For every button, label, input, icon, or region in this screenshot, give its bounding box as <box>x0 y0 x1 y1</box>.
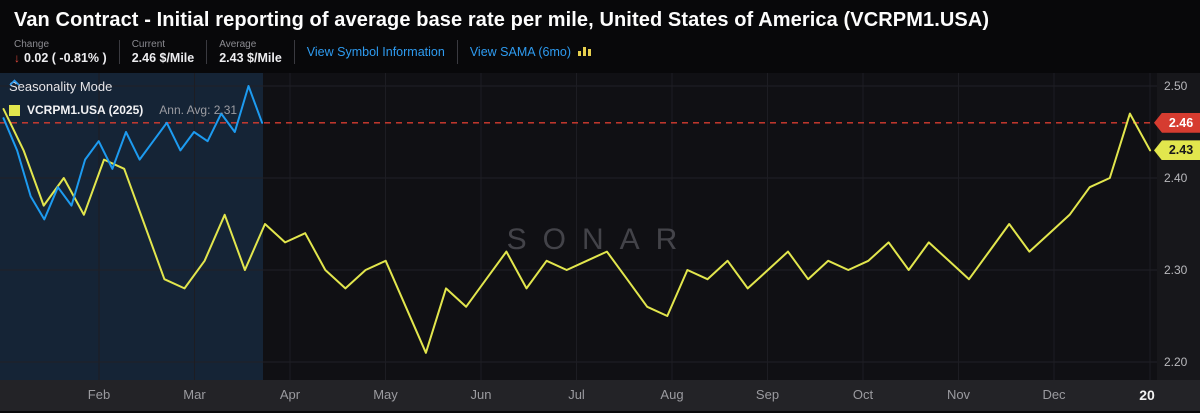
chart-header: Van Contract - Initial reporting of aver… <box>0 0 1200 67</box>
x-axis-label: 20 <box>1139 387 1155 403</box>
chart-area: Seasonality Mode VCRPM1.USA (2025) Ann. … <box>0 73 1200 411</box>
x-axis: Feb Mar Apr May Jun Jul Aug Sep Oct Nov Dec 20 <box>0 380 1200 411</box>
seasonality-mode-label: Seasonality Mode <box>9 79 113 94</box>
down-arrow-icon: ↓ <box>14 51 20 65</box>
separator <box>206 40 208 64</box>
average-value-text: 2.43 $/Mile <box>219 51 282 65</box>
x-axis-label: Aug <box>660 387 684 402</box>
x-axis-label: Jul <box>568 387 585 402</box>
stats-row: Change ↓ 0.02 ( -0.81% ) Current 2.46 $/… <box>14 37 1186 67</box>
x-axis-label: Oct <box>852 387 874 402</box>
legend-series-label: VCRPM1.USA (2025) <box>27 103 144 117</box>
seasonality-mode-toggle[interactable]: Seasonality Mode <box>9 79 120 94</box>
series-swatch <box>9 104 20 116</box>
y-axis-label: 2.50 <box>1164 79 1188 93</box>
y-axis-label: 2.20 <box>1164 355 1188 369</box>
x-axis-label: Dec <box>1042 387 1066 402</box>
current-value-text: 2.46 $/Mile <box>131 51 195 65</box>
x-axis-label: Sep <box>755 387 780 402</box>
change-value-text: 0.02 ( -0.81% ) <box>24 51 107 65</box>
page-title: Van Contract - Initial reporting of aver… <box>14 9 990 31</box>
y-axis-label: 2.30 <box>1164 263 1188 277</box>
stat-average: Average 2.43 $/Mile <box>219 39 282 65</box>
x-axis-label: Mar <box>183 387 206 402</box>
separator <box>456 40 458 64</box>
legend-item[interactable]: VCRPM1.USA (2025) Ann. Avg: 2.31 <box>9 103 237 117</box>
view-sama-link[interactable]: View SAMA (6mo) <box>470 44 592 60</box>
x-axis-label: Jun <box>470 387 492 402</box>
sama-chart-icon <box>577 44 592 60</box>
average-label: Average <box>219 39 257 50</box>
current-label: Current <box>131 39 166 50</box>
y-axis-label: 2.40 <box>1164 171 1188 185</box>
average-price-tag: 2.43 <box>1154 140 1200 161</box>
x-axis-label: Apr <box>279 387 301 402</box>
sonar-watermark: SONAR <box>506 223 694 256</box>
separator <box>118 40 120 64</box>
x-axis-label: Feb <box>87 387 111 402</box>
change-value: ↓ 0.02 ( -0.81% ) <box>14 51 107 65</box>
x-axis-label: May <box>373 387 398 402</box>
view-sama-link-label: View SAMA (6mo) <box>469 45 572 59</box>
stat-change: Change ↓ 0.02 ( -0.81% ) <box>14 39 107 65</box>
current-price-tag: 2.46 <box>1154 112 1200 133</box>
separator <box>293 40 295 64</box>
view-symbol-information-link[interactable]: View Symbol Information <box>306 45 445 59</box>
x-axis-label: Nov <box>946 387 971 402</box>
series-line-seasonal <box>2 108 1152 354</box>
change-label: Change <box>14 39 50 50</box>
series-line-current <box>2 85 264 221</box>
stat-current: Current 2.46 $/Mile <box>132 39 195 65</box>
chart-canvas[interactable]: Seasonality Mode VCRPM1.USA (2025) Ann. … <box>0 73 1157 380</box>
seasonality-highlight-region <box>0 73 263 380</box>
annual-average-label: Ann. Avg: 2.31 <box>159 103 238 117</box>
